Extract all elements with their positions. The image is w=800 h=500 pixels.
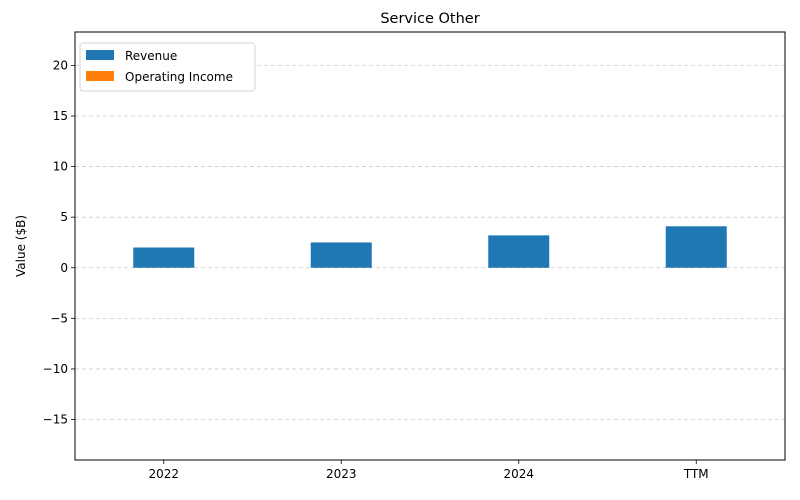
x-tick-label: 2024 <box>503 467 534 481</box>
legend-box <box>79 42 256 92</box>
legend-swatch-operating-income <box>86 71 114 81</box>
y-tick-label: 15 <box>53 109 68 123</box>
y-tick-label: −15 <box>43 413 68 427</box>
legend-label-revenue: Revenue <box>125 49 177 63</box>
y-tick-label: −5 <box>50 311 68 325</box>
chart-title: Service Other <box>380 11 479 27</box>
bar-revenue-2022 <box>133 247 195 268</box>
axes-layer: −15 −10 −5 0 5 10 15 20 2022 2023 2024 TTM <box>43 31 786 481</box>
bar-revenue-2023 <box>310 242 372 268</box>
legend-label-operating-income: Operating Income <box>125 70 233 84</box>
y-tick-label: 5 <box>60 210 68 224</box>
y-tick-label: 20 <box>53 58 68 72</box>
y-axis-title: Value ($B) <box>14 215 28 277</box>
y-tick-label: 10 <box>53 160 68 174</box>
legend-swatch-revenue <box>86 50 114 60</box>
bar-revenue-2024 <box>488 235 550 268</box>
x-tick-label: 2023 <box>326 467 357 481</box>
bar-revenue-ttm <box>665 226 727 268</box>
plot-frame <box>74 31 786 461</box>
legend: Revenue Operating Income <box>79 42 256 92</box>
x-tick-label: TTM <box>683 467 709 481</box>
y-tick-label: 0 <box>60 261 68 275</box>
x-tick-label: 2022 <box>148 467 179 481</box>
bars-layer <box>133 226 727 268</box>
y-tick-label: −10 <box>43 362 68 376</box>
